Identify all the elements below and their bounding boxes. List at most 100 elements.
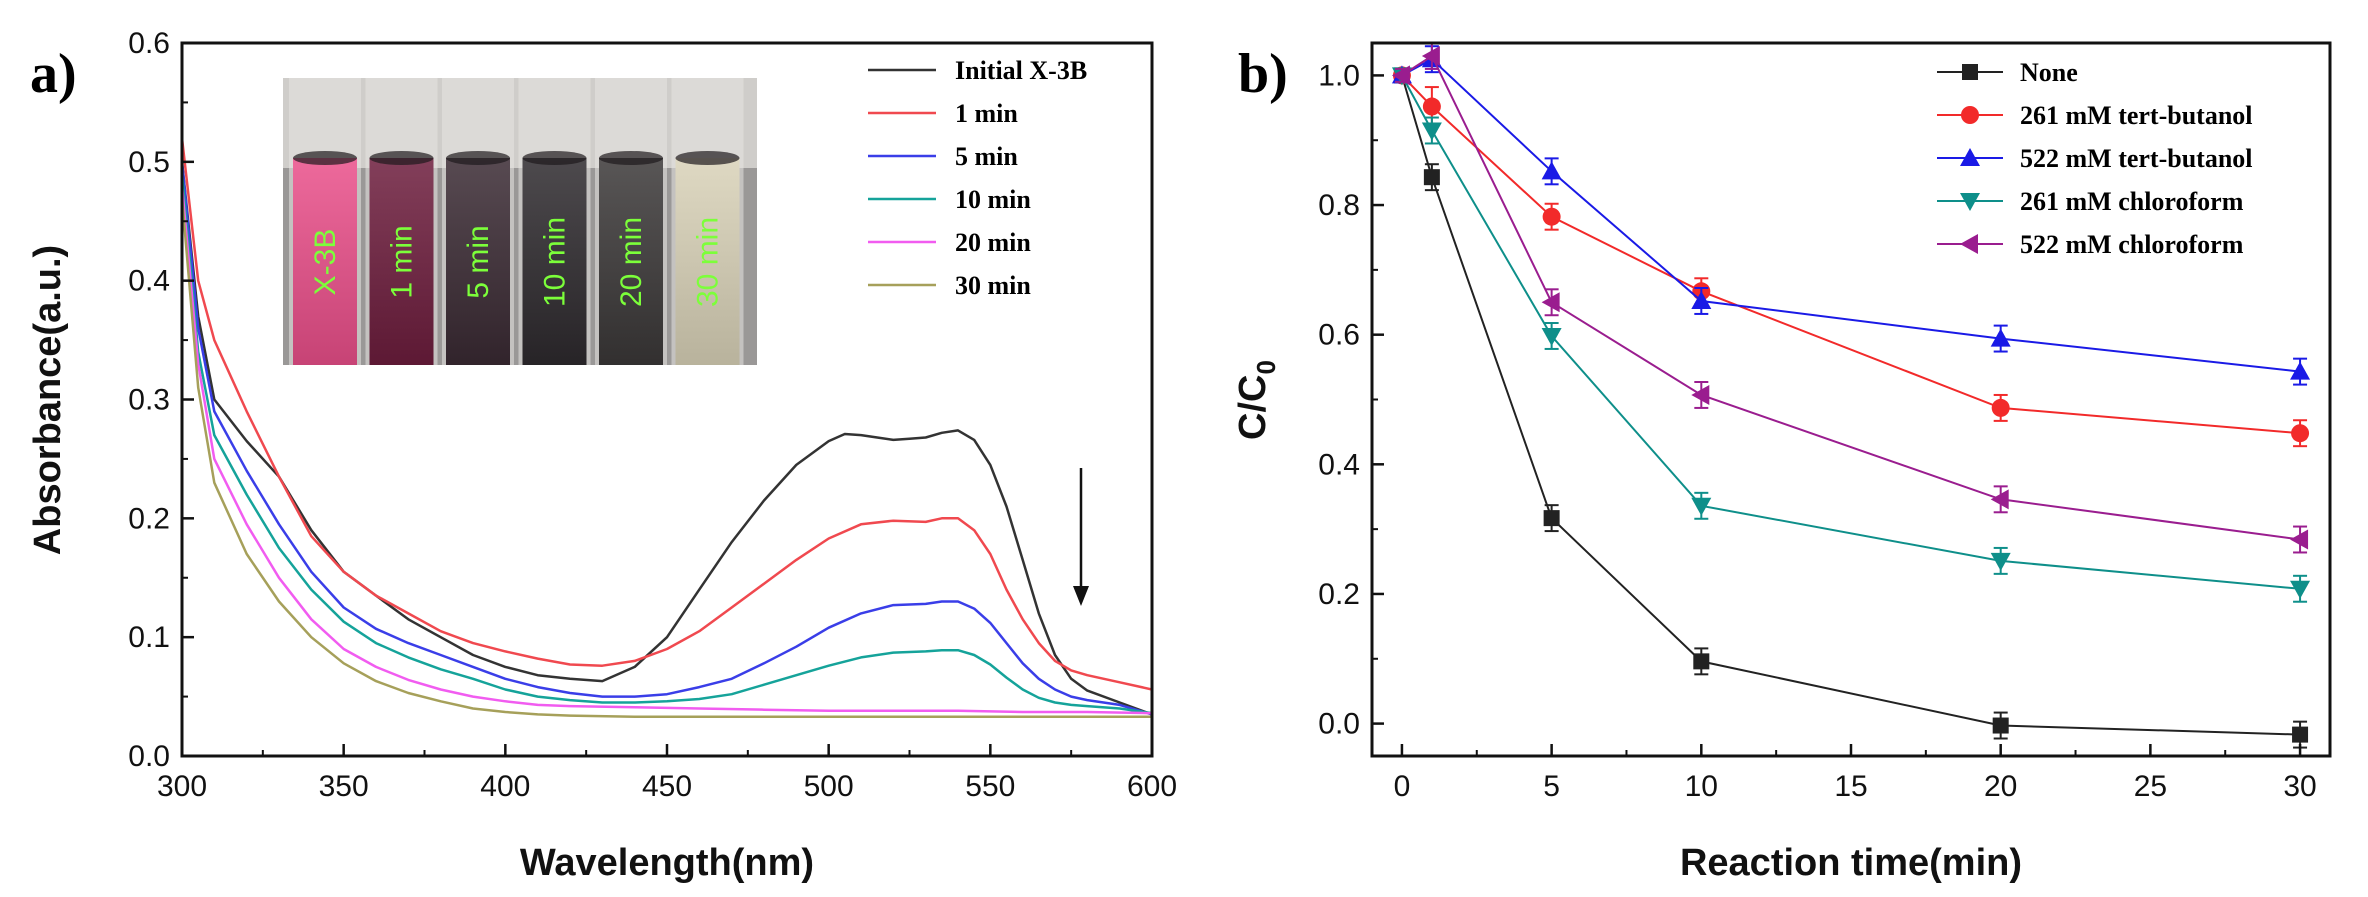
inset-photo: X-3B 1 min 5 min 10 min 20 min 30 min [283,78,757,365]
y-tick-label: 0.4 [128,265,170,298]
series-line-10-min [182,173,1152,715]
data-point-522-mm-tert-butanol [1990,328,2011,347]
data-point-261-mm-chloroform [1691,497,1712,516]
y-tick-label: 0.0 [128,740,170,773]
series-line-none [1400,75,2301,736]
data-point-261-mm-tert-butanol [1422,97,1441,116]
legend-marker-none [1962,64,1978,80]
y-axis-label-b: C/C0 [1232,360,1281,440]
cuvette-shade [369,158,434,365]
y-axis-label-b-sub: 0 [1251,360,1281,374]
y-tick-label: 0.4 [1318,448,1360,481]
series-line-5-min [182,161,1152,716]
y-tick-label: 0.6 [1318,319,1360,352]
y-tick-label: 0.6 [128,27,170,60]
y-tick-label: 0.8 [1318,189,1360,222]
cuvette-shade [293,158,357,365]
cuvette-label: 30 min [692,217,725,307]
legend-label-30-min: 30 min [955,271,1031,300]
cuvette-shade [446,158,510,365]
chart-a-axes: 300 350 400 450 500 550 600 0.0 0.1 0.2 0.3 0.4 0.5 0… [128,27,1177,803]
data-point-261-mm-chloroform [1541,327,1562,346]
x-tick-label: 350 [319,770,369,803]
cuvette-label: 20 min [615,217,648,307]
legend-label-none: None [2020,58,2078,87]
svg-text:C/C0: C/C0 [1232,360,1281,440]
legend-marker-261-mm-tert-butanol [1961,106,1979,124]
data-point-none [1543,510,1560,527]
chart-a-series [182,137,1152,719]
data-point-522-mm-tert-butanol [2290,361,2311,380]
data-point-261-mm-chloroform [1990,552,2011,571]
chart-a: a) X-3B 1 min 5 min 10 min 20 min 30 min 300 3… [27,27,1177,884]
x-tick-label: 20 [1984,770,2017,803]
cuvette-label: 10 min [539,217,572,307]
x-tick-label: 300 [157,770,207,803]
cuvette-meniscus [446,151,510,165]
cuvette-label: 1 min [386,225,419,298]
data-point-522-mm-chloroform [1990,489,2009,510]
data-point-none [1423,169,1440,186]
panel-a-label: a) [30,43,77,105]
cuvette-shade [675,158,740,365]
data-point-261-mm-tert-butanol [1542,207,1561,226]
x-tick-label: 5 [1543,770,1560,803]
x-tick-label: 0 [1394,770,1411,803]
legend-label-261-mm-chloroform: 261 mM chloroform [2020,187,2244,216]
x-tick-label: 30 [2283,770,2316,803]
legend-marker-522-mm-tert-butanol [1960,148,1980,166]
x-tick-label: 400 [480,770,530,803]
chart-a-legend: Initial X-3B 1 min 5 min 10 min 20 min 30 min [868,56,1087,300]
legend-label-5-min: 5 min [955,142,1018,171]
x-tick-label: 550 [965,770,1015,803]
data-point-522-mm-tert-butanol [1691,290,1712,309]
data-point-522-mm-chloroform [1541,292,1560,313]
data-point-none [1693,653,1710,670]
legend-label-10-min: 10 min [955,185,1031,214]
x-tick-label: 500 [804,770,854,803]
y-axis-label: Absorbance(a.u.) [27,245,69,555]
series-line-522-mm-chloroform [1401,54,2301,541]
chart-b: b) 0 5 10 15 20 25 30 0.0 0.2 0.4 0.6 0.8 1.0 None 26… [1232,41,2332,884]
data-point-none [1992,717,2009,734]
chart-b-axes: 0 5 10 15 20 25 30 0.0 0.2 0.4 0.6 0.8 1.0 [1318,59,2316,803]
data-point-none [2292,726,2309,743]
x-axis-label: Wavelength(nm) [520,842,814,884]
legend-marker-261-mm-chloroform [1960,193,1980,211]
data-point-522-mm-chloroform [1421,45,1440,66]
y-tick-label: 0.2 [128,502,170,535]
legend-label-522-mm-tert-butanol: 522 mM tert-butanol [2020,144,2253,173]
decrease-arrow [1073,468,1089,606]
cuvette-meniscus [599,151,663,165]
x-axis-label-b: Reaction time(min) [1680,842,2022,884]
y-tick-label: 0.0 [1318,708,1360,741]
legend-label-261-mm-tert-butanol: 261 mM tert-butanol [2020,101,2253,130]
legend-label-1-min: 1 min [955,99,1018,128]
cuvette-shade [599,158,663,365]
cuvette-shade [522,158,587,365]
legend-label-522-mm-chloroform: 522 mM chloroform [2020,230,2244,259]
x-tick-label: 10 [1685,770,1718,803]
y-tick-label: 0.1 [128,621,170,654]
series-line-20-min [182,185,1152,715]
data-point-522-mm-chloroform [1391,65,1410,86]
cuvette-meniscus [522,151,587,165]
legend-marker-522-mm-chloroform [1960,234,1978,254]
chart-b-series [1391,43,2311,749]
series-line-1-min [182,137,1152,691]
cuvette-meniscus [675,151,740,165]
cuvette-group: X-3B 1 min 5 min 10 min 20 min 30 min [289,78,744,365]
data-point-522-mm-chloroform [1691,384,1710,405]
x-tick-label: 600 [1127,770,1177,803]
cuvette-meniscus [369,151,434,165]
y-axis-label-b-main: C/C [1232,375,1274,440]
x-tick-label: 25 [2134,770,2167,803]
x-tick-label: 450 [642,770,692,803]
cuvette-label: X-3B [309,229,342,296]
data-point-261-mm-tert-butanol [2291,424,2310,443]
cuvette-label: 5 min [462,225,495,298]
data-point-261-mm-chloroform [1421,122,1442,141]
data-point-522-mm-chloroform [2290,529,2309,550]
y-tick-label: 0.3 [128,384,170,417]
